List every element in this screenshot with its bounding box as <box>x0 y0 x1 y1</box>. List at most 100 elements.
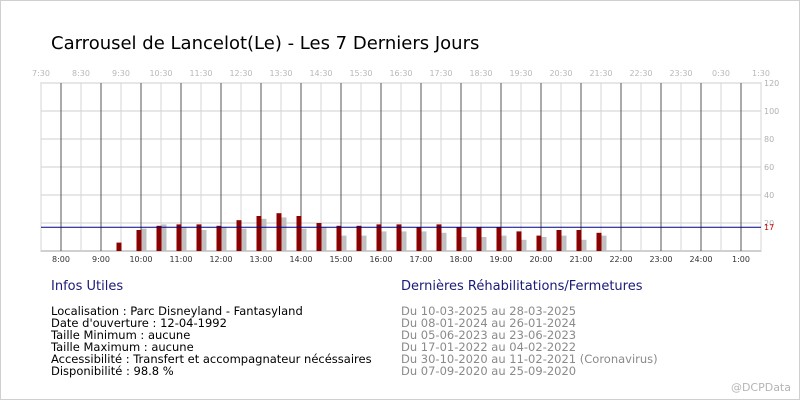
bar-series-2 <box>261 218 267 251</box>
bar-series-2 <box>301 228 307 251</box>
closures-heading: Dernières Réhabilitations/Fermetures <box>401 279 643 294</box>
chart-title: Carrousel de Lancelot(Le) - Les 7 Dernie… <box>51 33 480 54</box>
bottom-tick-label: 10:00 <box>129 255 152 264</box>
y-tick-label: 20 <box>764 219 774 228</box>
bar-series-1 <box>116 242 122 251</box>
reference-line-label: 17 <box>764 223 774 232</box>
top-tick-label: 19:30 <box>509 69 532 78</box>
bar-series-1 <box>536 235 542 251</box>
bar-series-2 <box>421 231 427 251</box>
bar-series-2 <box>521 239 527 251</box>
bar-series-1 <box>396 224 402 251</box>
info-min-height: Taille Minimum : aucune <box>51 328 191 343</box>
bar-series-2 <box>401 231 407 251</box>
top-tick-label: 23:30 <box>669 69 692 78</box>
bottom-tick-label: 12:00 <box>209 255 232 264</box>
bar-series-2 <box>321 227 327 251</box>
bar-series-1 <box>436 224 442 251</box>
top-tick-label: 9:30 <box>112 69 130 78</box>
bar-series-1 <box>296 216 302 251</box>
bar-series-2 <box>541 237 547 251</box>
top-tick-label: 12:30 <box>229 69 252 78</box>
info-location: Localisation : Parc Disneyland - Fantasy… <box>51 304 303 318</box>
bar-series-1 <box>576 230 582 251</box>
bar-series-2 <box>461 237 467 251</box>
y-tick-label: 120 <box>764 79 779 88</box>
info-section: Infos Utiles Localisation : Parc Disneyl… <box>51 279 372 378</box>
bar-series-1 <box>216 225 222 251</box>
info-heading: Infos Utiles <box>51 279 124 294</box>
bottom-tick-label: 13:00 <box>249 255 272 264</box>
y-tick-label: 60 <box>764 163 774 172</box>
bar-series-1 <box>556 230 562 251</box>
bar-series-1 <box>496 227 502 251</box>
bottom-tick-label: 22:00 <box>609 255 632 264</box>
bar-series-2 <box>561 235 567 251</box>
bar-series-2 <box>381 231 387 251</box>
closure-entry: Du 08-01-2024 au 26-01-2024 <box>401 316 577 331</box>
bar-series-1 <box>476 227 482 251</box>
top-tick-label: 13:30 <box>269 69 292 78</box>
top-tick-label: 21:30 <box>589 69 612 78</box>
bar-series-2 <box>361 235 367 251</box>
top-tick-label: 22:30 <box>629 69 652 78</box>
closure-entry: Du 30-10-2020 au 11-02-2021 (Coronavirus… <box>401 352 658 367</box>
bar-series-2 <box>181 227 187 251</box>
bar-series-2 <box>441 232 447 251</box>
bottom-tick-label: 15:00 <box>329 255 352 264</box>
bar-series-1 <box>236 220 242 251</box>
closures-section: Dernières Réhabilitations/Fermetures Du … <box>401 279 658 378</box>
closure-entry: Du 10-03-2025 au 28-03-2025 <box>401 304 577 318</box>
bottom-tick-label: 11:00 <box>169 255 192 264</box>
top-tick-label: 20:30 <box>549 69 572 78</box>
bottom-tick-label: 8:00 <box>52 255 70 264</box>
closure-entry: Du 17-01-2022 au 04-02-2022 <box>401 340 577 355</box>
top-tick-label: 10:30 <box>149 69 172 78</box>
top-tick-label: 11:30 <box>189 69 212 78</box>
bottom-tick-label: 20:00 <box>529 255 552 264</box>
bottom-tick-label: 16:00 <box>369 255 392 264</box>
bar-series-2 <box>581 239 587 251</box>
bottom-tick-label: 24:00 <box>689 255 712 264</box>
bar-series-2 <box>201 230 207 251</box>
bar-series-2 <box>341 235 347 251</box>
top-tick-label: 16:30 <box>389 69 412 78</box>
bar-series-2 <box>221 227 227 251</box>
top-tick-label: 18:30 <box>469 69 492 78</box>
bar-series-2 <box>481 237 487 251</box>
closure-entry: Du 05-06-2023 au 23-06-2023 <box>401 328 577 343</box>
bar-series-1 <box>596 232 602 251</box>
info-max-height: Taille Maximum : aucune <box>51 340 194 355</box>
top-tick-label: 14:30 <box>309 69 332 78</box>
bar-series-1 <box>356 225 362 251</box>
y-tick-label: 80 <box>764 135 774 144</box>
closure-entry: Du 07-09-2020 au 25-09-2020 <box>401 364 577 379</box>
bar-series-2 <box>601 235 607 251</box>
bottom-tick-label: 18:00 <box>449 255 472 264</box>
bottom-tick-label: 14:00 <box>289 255 312 264</box>
bar-series-1 <box>456 227 462 251</box>
bar-series-1 <box>416 227 422 251</box>
bar-series-1 <box>136 230 142 251</box>
bar-series-1 <box>176 224 182 251</box>
bar-series-2 <box>241 228 247 251</box>
info-availability: Disponibilité : 98.8 % <box>51 364 174 379</box>
top-tick-label: 15:30 <box>349 69 372 78</box>
info-accessibility: Accessibilité : Transfert et accompagnat… <box>51 352 372 367</box>
bar-series-1 <box>516 231 522 251</box>
info-opening-date: Date d'ouverture : 12-04-1992 <box>51 316 227 331</box>
bar-series-2 <box>281 217 287 251</box>
bar-series-1 <box>156 225 162 251</box>
bar-series-1 <box>376 224 382 251</box>
watermark: @DCPData <box>730 381 791 394</box>
bottom-tick-label: 9:00 <box>92 255 110 264</box>
bottom-tick-label: 17:00 <box>409 255 432 264</box>
bar-series-1 <box>336 225 342 251</box>
bar-series-1 <box>196 224 202 251</box>
bottom-tick-label: 23:00 <box>649 255 672 264</box>
bottom-tick-label: 21:00 <box>569 255 592 264</box>
top-tick-label: 7:30 <box>32 69 50 78</box>
bottom-tick-label: 19:00 <box>489 255 512 264</box>
top-tick-label: 0:30 <box>712 69 730 78</box>
